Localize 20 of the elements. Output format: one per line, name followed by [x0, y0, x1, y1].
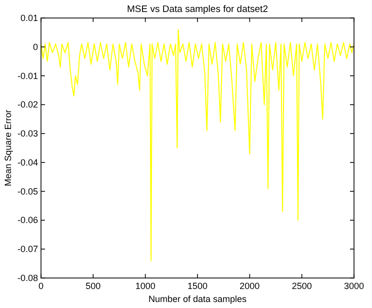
x-tick-label: 2000 — [240, 281, 260, 291]
chart-title: MSE vs Data samples for datset2 — [127, 4, 268, 15]
y-tick-label: -0.01 — [17, 70, 38, 81]
y-tick-label: -0.08 — [17, 273, 38, 283]
x-axis-title: Number of data samples — [148, 294, 248, 304]
x-tick-label: 1500 — [187, 281, 208, 291]
y-axis-title: Mean Square Error — [3, 110, 13, 186]
x-tick-label: 500 — [86, 281, 101, 291]
x-tick-label: 2500 — [292, 281, 312, 291]
line-series — [40, 29, 354, 262]
y-tick-label: -0.04 — [17, 157, 38, 168]
x-tick-label: 1000 — [135, 281, 156, 291]
y-tick-label: -0.07 — [17, 244, 38, 254]
y-tick-label: 0 — [32, 42, 38, 52]
x-tick-label: 3000 — [344, 281, 364, 291]
y-tick-label: -0.02 — [17, 100, 38, 110]
y-tick-label: -0.06 — [17, 215, 38, 226]
y-tick-label: -0.03 — [17, 128, 38, 139]
y-tick-label: -0.05 — [17, 186, 38, 196]
y-tick-label: 0.01 — [20, 13, 38, 23]
